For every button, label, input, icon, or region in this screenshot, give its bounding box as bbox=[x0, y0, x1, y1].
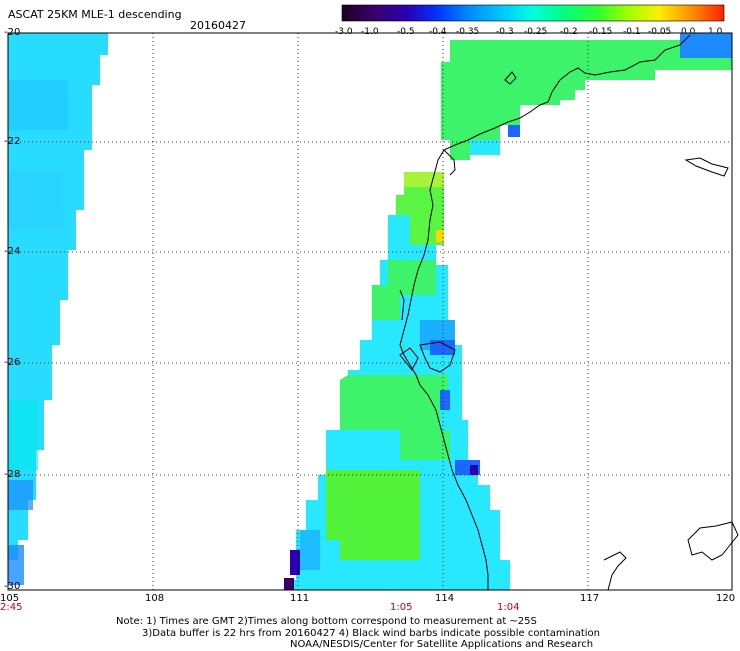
colorbar-label: -0.4 bbox=[429, 27, 447, 37]
lon-label: 117 bbox=[580, 593, 600, 604]
lat-label: -26 bbox=[4, 357, 21, 368]
lat-label: -20 bbox=[4, 27, 21, 38]
colorbar-label: -0.2 bbox=[560, 27, 578, 37]
note-line-3: NOAA/NESDIS/Center for Satellite Applica… bbox=[290, 639, 594, 650]
lon-label: 114 bbox=[435, 593, 455, 604]
map-frame bbox=[7, 32, 733, 591]
colorbar-label: -3.0 bbox=[335, 27, 353, 37]
lon-label: 108 bbox=[145, 593, 165, 604]
colorbar bbox=[341, 4, 725, 22]
lat-label: -22 bbox=[4, 136, 21, 147]
colorbar-label: -0.1 bbox=[623, 27, 641, 37]
swath-northeast bbox=[441, 33, 732, 160]
map-title: ASCAT 25KM MLE-1 descending bbox=[8, 8, 182, 21]
map-date: 20160427 bbox=[190, 19, 246, 32]
note-line-2: 3)Data buffer is 22 hrs from 20160427 4)… bbox=[142, 628, 600, 639]
graticule bbox=[8, 33, 732, 590]
colorbar-label: 1.0 bbox=[708, 27, 723, 37]
lat-label: -30 bbox=[4, 581, 21, 592]
colorbar-label: -0.5 bbox=[397, 27, 415, 37]
swath-central bbox=[284, 172, 510, 590]
colorbar-label: 0.0 bbox=[681, 27, 696, 37]
time-label: 2:45 bbox=[0, 602, 23, 613]
lon-label: 120 bbox=[716, 593, 736, 604]
colorbar-label: -0.05 bbox=[648, 27, 672, 37]
lon-label: 105 bbox=[0, 593, 20, 604]
colorbar-label: -0.3 bbox=[496, 27, 514, 37]
colorbar-label: -1.0 bbox=[361, 27, 379, 37]
colorbar-label: -0.15 bbox=[589, 27, 613, 37]
time-label: 1:04 bbox=[497, 602, 520, 613]
time-label: 1:05 bbox=[390, 602, 413, 613]
lat-label: -24 bbox=[4, 246, 21, 257]
lon-label: 111 bbox=[290, 593, 310, 604]
coastline bbox=[399, 34, 739, 591]
note-line-1: Note: 1) Times are GMT 2)Times along bot… bbox=[116, 616, 537, 627]
lat-label: -28 bbox=[4, 469, 21, 480]
colorbar-label: -0.35 bbox=[456, 27, 480, 37]
swath-west bbox=[8, 33, 108, 585]
colorbar-label: -0.25 bbox=[524, 27, 548, 37]
